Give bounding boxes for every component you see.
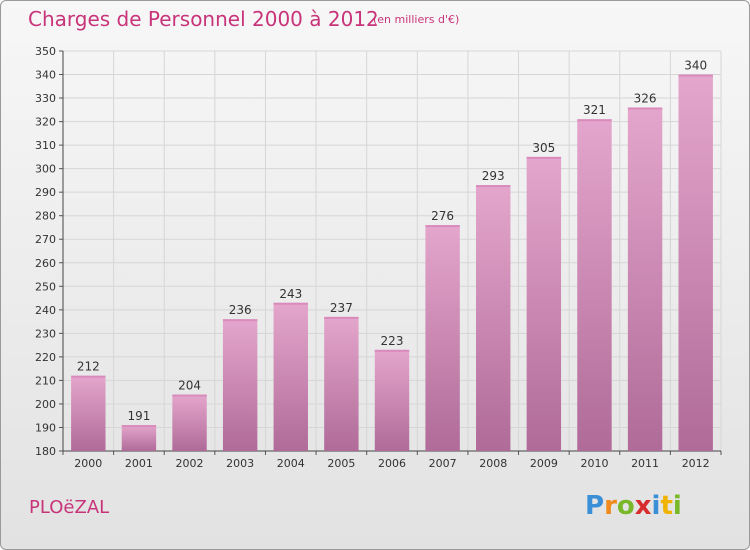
data-label: 326 bbox=[634, 91, 657, 105]
logo-letter: P bbox=[585, 491, 605, 521]
bar-top-edge bbox=[425, 225, 460, 228]
bar-top-edge bbox=[577, 119, 612, 122]
data-label: 191 bbox=[127, 409, 150, 423]
y-tick-label: 230 bbox=[35, 327, 56, 340]
y-tick-label: 340 bbox=[35, 69, 56, 82]
bar bbox=[374, 349, 410, 451]
bar-top-edge bbox=[678, 74, 713, 77]
chart-title: Charges de Personnel 2000 à 2012 bbox=[28, 7, 379, 31]
bar-top-edge bbox=[324, 316, 359, 319]
y-tick-label: 270 bbox=[35, 233, 56, 246]
bar-top-edge bbox=[627, 107, 663, 110]
data-label: 243 bbox=[279, 287, 302, 301]
x-tick-label: 2001 bbox=[125, 457, 153, 470]
y-tick-label: 200 bbox=[35, 398, 56, 411]
chart-subtitle: (en milliers d'€) bbox=[373, 13, 460, 26]
x-tick-label: 2006 bbox=[378, 457, 406, 470]
y-tick-label: 300 bbox=[35, 163, 56, 176]
logo-letter: x bbox=[634, 491, 652, 521]
bar-top-edge bbox=[222, 319, 258, 322]
commune-name: PLOëZAL bbox=[29, 497, 110, 518]
data-label: 276 bbox=[431, 209, 454, 223]
y-tick-label: 210 bbox=[35, 374, 56, 387]
bar bbox=[121, 425, 157, 451]
bar bbox=[678, 74, 713, 451]
x-tick-label: 2003 bbox=[226, 457, 254, 470]
bar-top-edge bbox=[374, 349, 410, 352]
y-tick-label: 180 bbox=[35, 445, 56, 458]
proxiti-logo: Proxiti bbox=[585, 491, 682, 521]
x-tick-label: 2002 bbox=[176, 457, 204, 470]
bar bbox=[273, 302, 308, 451]
x-tick-label: 2011 bbox=[631, 457, 659, 470]
data-label: 340 bbox=[684, 59, 707, 73]
logo-letter: i bbox=[672, 491, 682, 521]
bar-top-edge bbox=[273, 302, 308, 305]
data-label: 236 bbox=[229, 303, 252, 317]
logo-letter: o bbox=[616, 491, 635, 521]
x-tick-label: 2007 bbox=[429, 457, 457, 470]
bar bbox=[324, 316, 359, 451]
y-tick-label: 310 bbox=[35, 139, 56, 152]
y-tick-label: 220 bbox=[35, 351, 56, 364]
bar-top-edge bbox=[526, 156, 562, 159]
bar-top-edge bbox=[476, 185, 511, 188]
y-tick-label: 280 bbox=[35, 210, 56, 223]
logo-letter: r bbox=[604, 491, 617, 521]
data-label: 212 bbox=[77, 360, 100, 374]
bar-top-edge bbox=[71, 375, 106, 378]
bar bbox=[71, 375, 106, 451]
x-tick-label: 2009 bbox=[530, 457, 558, 470]
bar bbox=[425, 225, 460, 451]
y-tick-label: 350 bbox=[35, 45, 56, 58]
bar bbox=[222, 319, 258, 451]
y-tick-label: 290 bbox=[35, 186, 56, 199]
bar bbox=[526, 156, 562, 451]
y-tick-label: 240 bbox=[35, 304, 56, 317]
bar-top-edge bbox=[172, 394, 207, 397]
x-tick-label: 2012 bbox=[682, 457, 710, 470]
data-label: 321 bbox=[583, 103, 606, 117]
y-tick-label: 190 bbox=[35, 421, 56, 434]
data-label: 293 bbox=[482, 169, 505, 183]
x-tick-label: 2004 bbox=[277, 457, 305, 470]
logo-letter: t bbox=[660, 491, 673, 521]
y-tick-label: 330 bbox=[35, 92, 56, 105]
x-tick-label: 2000 bbox=[74, 457, 102, 470]
bar bbox=[577, 119, 612, 451]
x-tick-label: 2008 bbox=[479, 457, 507, 470]
y-tick-label: 320 bbox=[35, 116, 56, 129]
data-label: 237 bbox=[330, 301, 353, 315]
logo-letter: i bbox=[651, 491, 661, 521]
data-label: 305 bbox=[532, 141, 555, 155]
x-tick-label: 2005 bbox=[327, 457, 355, 470]
data-label: 204 bbox=[178, 379, 201, 393]
bar-top-edge bbox=[121, 425, 157, 428]
x-tick-label: 2010 bbox=[580, 457, 608, 470]
bar bbox=[476, 185, 511, 451]
bar bbox=[627, 107, 663, 452]
bar bbox=[172, 394, 207, 451]
data-label: 223 bbox=[381, 334, 404, 348]
y-tick-label: 250 bbox=[35, 280, 56, 293]
y-tick-label: 260 bbox=[35, 257, 56, 270]
